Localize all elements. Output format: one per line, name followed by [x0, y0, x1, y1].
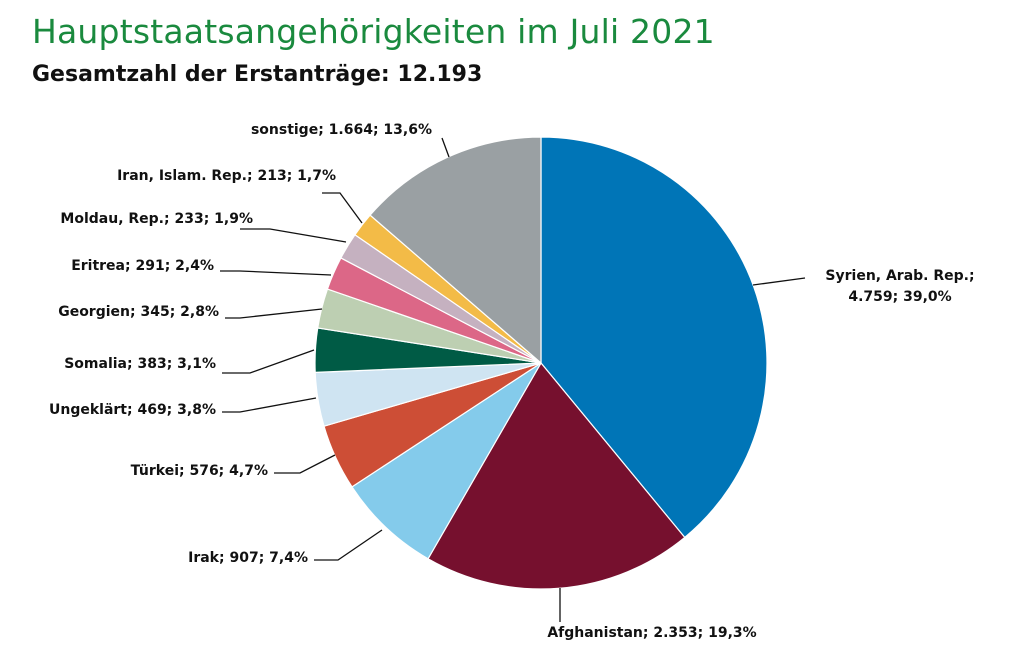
slice-label-line: Ungeklärt; 469; 3,8%	[49, 402, 216, 418]
leader-lines	[220, 137, 806, 622]
leader-line	[225, 308, 323, 319]
slice-label: Türkei; 576; 4,7%	[131, 463, 268, 479]
slice-labels: Syrien, Arab. Rep.; 4.759; 39,0% Afghanist…	[49, 122, 975, 641]
slice-label: Somalia; 383; 3,1%	[64, 356, 216, 372]
pie-slice-sonstige	[369, 136, 542, 365]
leader-line	[274, 454, 336, 474]
leader-line	[222, 397, 317, 413]
slice-label: sonstige; 1.664; 13,6%	[251, 122, 432, 138]
leader-line	[314, 529, 383, 561]
slice-label-line: Irak; 907; 7,4%	[188, 550, 308, 566]
slice-label-line: Afghanistan; 2.353; 19,3%	[547, 625, 756, 641]
slice-label: Ungeklärt; 469; 3,8%	[49, 402, 216, 418]
leader-line	[240, 228, 347, 243]
slice-label-line: 4.759; 39,0%	[848, 289, 951, 305]
slice-label: Irak; 907; 7,4%	[188, 550, 308, 566]
slice-label-line: sonstige; 1.664; 13,6%	[251, 122, 432, 138]
slice-label: Syrien, Arab. Rep.; 4.759; 39,0%	[825, 268, 974, 305]
slice-label-line: Türkei; 576; 4,7%	[131, 463, 268, 479]
pie-slices	[314, 136, 768, 590]
leader-line	[441, 137, 450, 158]
slice-label-line: Moldau, Rep.; 233; 1,9%	[60, 211, 253, 227]
slice-label-line: Georgien; 345; 2,8%	[58, 304, 219, 320]
leader-line	[752, 277, 806, 286]
pie-slice-irak	[351, 362, 542, 560]
chart-subtitle: Gesamtzahl der Erstanträge: 12.193	[32, 62, 483, 87]
leader-line	[222, 349, 315, 374]
leader-line	[220, 270, 332, 276]
leader-line	[322, 192, 363, 224]
slice-label: Iran, Islam. Rep.; 213; 1,7%	[117, 168, 336, 184]
slice-label-line: Eritrea; 291; 2,4%	[71, 258, 214, 274]
slice-label: Georgien; 345; 2,8%	[58, 304, 219, 320]
chart-title: Hauptstaatsangehörigkeiten im Juli 2021	[32, 12, 715, 51]
pie-slice-syrien-arab-rep	[540, 136, 768, 539]
slice-label-line: Syrien, Arab. Rep.;	[825, 268, 974, 284]
slice-label: Afghanistan; 2.353; 19,3%	[547, 625, 756, 641]
slice-label: Moldau, Rep.; 233; 1,9%	[60, 211, 253, 227]
slice-label-line: Somalia; 383; 3,1%	[64, 356, 216, 372]
slice-label-line: Iran, Islam. Rep.; 213; 1,7%	[117, 168, 336, 184]
slice-label: Eritrea; 291; 2,4%	[71, 258, 214, 274]
